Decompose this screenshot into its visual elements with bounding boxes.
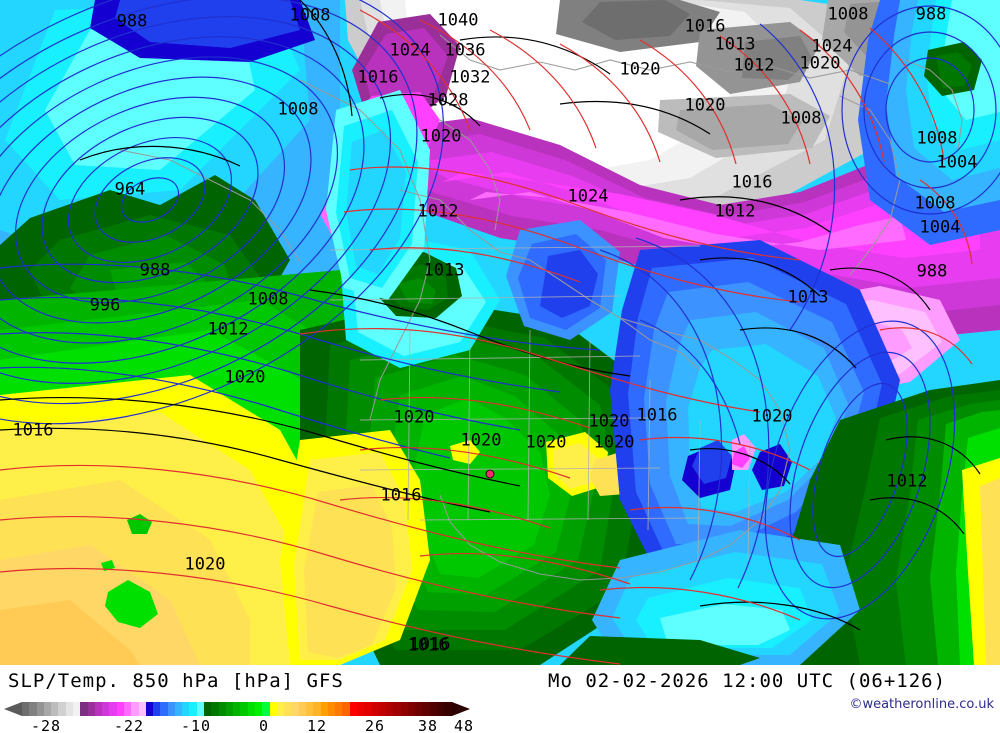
scale-swatch <box>29 702 37 716</box>
scale-swatch <box>43 702 52 716</box>
scale-swatches <box>22 702 452 716</box>
scale-swatch <box>291 702 299 716</box>
scale-swatch <box>109 702 117 716</box>
scale-swatch <box>204 702 212 716</box>
scale-swatch <box>153 702 161 716</box>
scale-swatch <box>393 702 401 716</box>
scale-tick-minus28: -28 <box>30 717 62 733</box>
scale-swatch <box>415 702 423 716</box>
scale-swatch <box>313 702 321 716</box>
scale-swatch <box>87 702 95 716</box>
scale-swatch <box>276 702 285 716</box>
scale-swatch <box>131 702 139 716</box>
scale-tick-38: 38 <box>417 717 439 733</box>
scale-swatch <box>429 702 438 716</box>
scale-swatch <box>437 702 445 716</box>
scale-swatch <box>94 702 103 716</box>
scale-swatch <box>349 702 357 716</box>
map-graphic <box>0 0 1000 665</box>
scale-swatch <box>145 702 154 716</box>
scale-swatch <box>364 702 372 716</box>
scale-swatch <box>102 702 110 716</box>
scale-swatch <box>298 702 306 716</box>
scale-tick-0: 0 <box>258 717 270 733</box>
scale-swatch <box>123 702 132 716</box>
scale-swatch <box>255 702 263 716</box>
product-title: SLP/Temp. 850 hPa [hPa] GFS <box>8 670 344 692</box>
scale-swatch <box>116 702 124 716</box>
scale-swatch <box>138 702 146 716</box>
scale-swatch <box>444 702 452 716</box>
scale-swatch <box>211 702 219 716</box>
scale-swatch <box>262 702 270 716</box>
scale-tick-48: 48 <box>453 717 475 733</box>
scale-swatch <box>371 702 379 716</box>
scale-swatch <box>378 702 387 716</box>
scale-swatch <box>182 702 190 716</box>
scale-swatch <box>22 702 30 716</box>
scale-swatch <box>269 702 277 716</box>
scale-swatch <box>167 702 175 716</box>
scale-swatch <box>422 702 430 716</box>
scale-swatch <box>233 702 241 716</box>
scale-tick-12: 12 <box>306 717 328 733</box>
scale-tick-minus10: -10 <box>180 717 212 733</box>
scale-swatch <box>218 702 226 716</box>
scale-swatch <box>72 702 81 716</box>
scale-tick-26: 26 <box>364 717 386 733</box>
scale-swatch <box>320 702 328 716</box>
scale-swatch <box>400 702 408 716</box>
temperature-color-scale[interactable]: -28 -22 -10 0 12 26 38 48 <box>0 701 500 733</box>
scale-swatch <box>327 702 336 716</box>
scale-tick-labels: -28 -22 -10 0 12 26 38 48 <box>0 717 500 733</box>
scale-swatch <box>196 702 205 716</box>
scale-swatch <box>160 702 168 716</box>
scale-swatch <box>247 702 255 716</box>
scale-swatch <box>80 702 88 716</box>
copyright-credit: ©weatheronline.co.uk <box>849 697 994 712</box>
scale-tick-minus22: -22 <box>113 717 145 733</box>
scale-under-arrow-icon <box>4 702 22 716</box>
scale-swatch <box>335 702 343 716</box>
map-footer: SLP/Temp. 850 hPa [hPa] GFS Mo 02-02-202… <box>0 665 1000 733</box>
scale-swatch <box>356 702 365 716</box>
scale-swatch <box>386 702 394 716</box>
scale-swatch <box>407 702 416 716</box>
scale-swatch <box>189 702 197 716</box>
scale-swatch <box>174 702 183 716</box>
scale-swatch <box>65 702 73 716</box>
scale-swatch <box>240 702 248 716</box>
scale-swatch <box>36 702 44 716</box>
scale-swatch <box>342 702 350 716</box>
scale-swatch <box>284 702 292 716</box>
scale-swatch <box>225 702 234 716</box>
model-run-timestamp: Mo 02-02-2026 12:00 UTC (06+126) <box>548 670 947 692</box>
weather-map-canvas[interactable]: 988 1008 1040 1016 1008 988 1024 1036 1013 1024 10… <box>0 0 1000 665</box>
scale-swatch <box>51 702 59 716</box>
scale-over-arrow-icon <box>452 702 470 716</box>
scale-swatch <box>58 702 66 716</box>
scale-swatch <box>305 702 314 716</box>
